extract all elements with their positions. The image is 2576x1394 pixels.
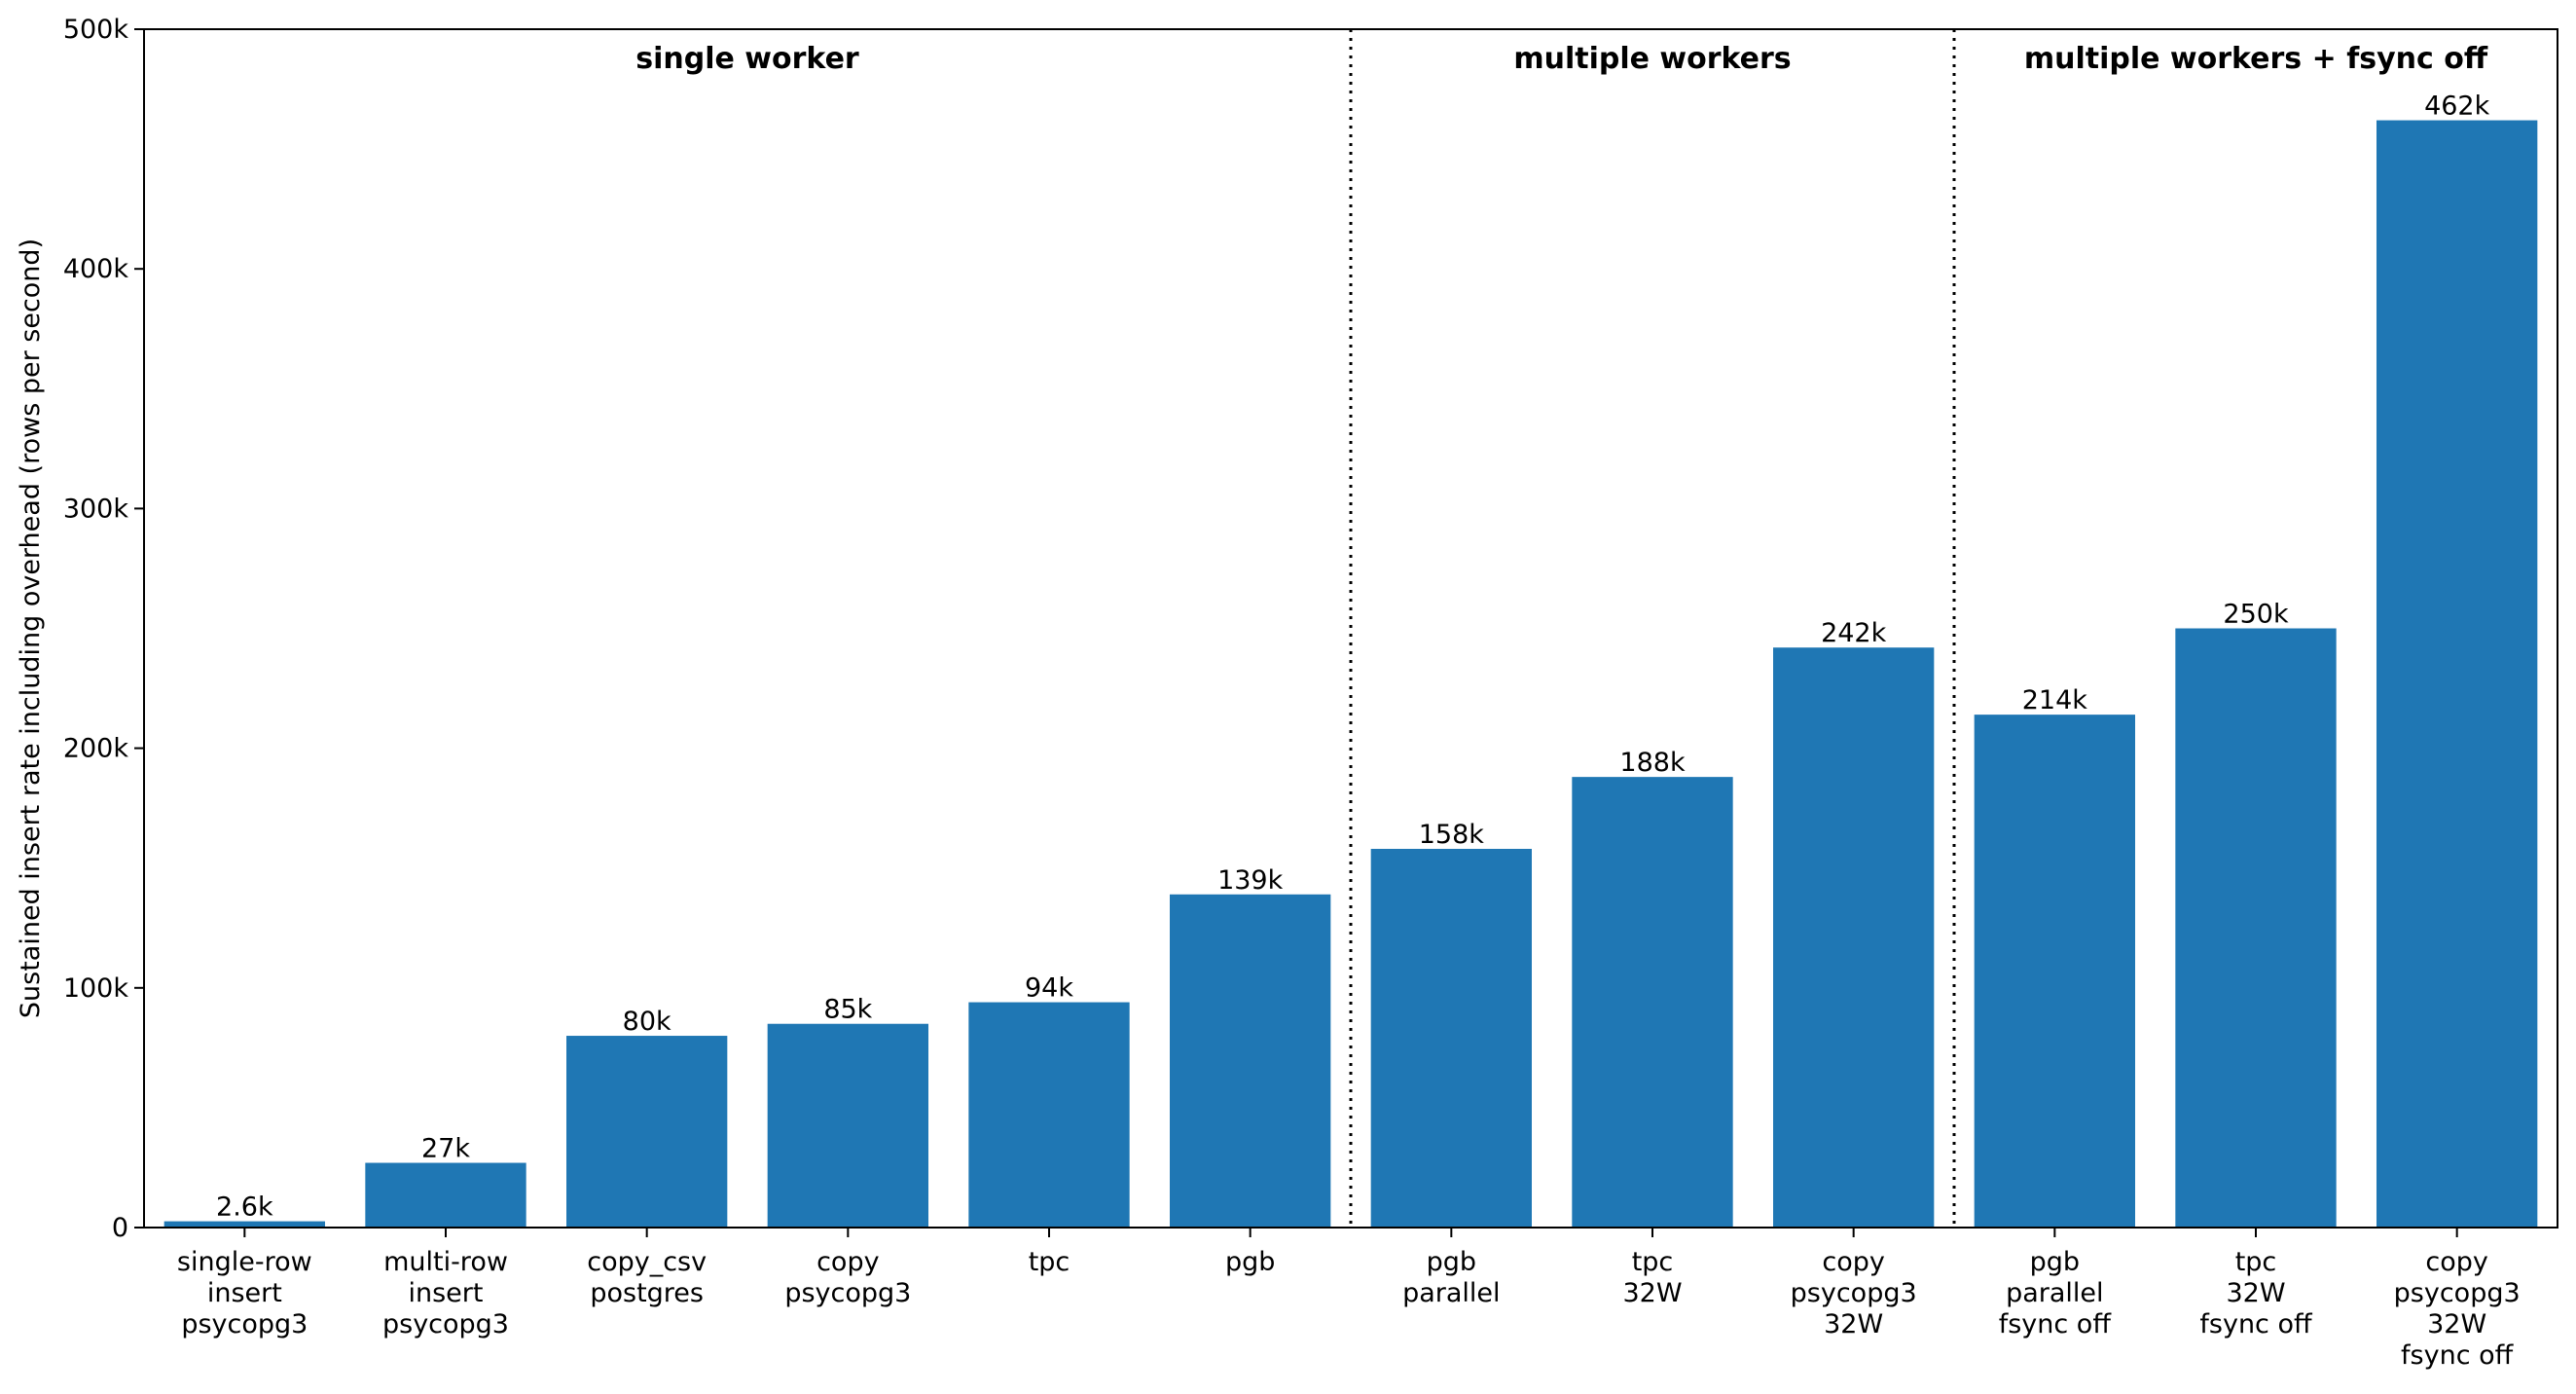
x-tick-label-6: pgb parallel — [1402, 1247, 1500, 1308]
x-tick-label-1: multi-row insert psycopg3 — [382, 1247, 509, 1339]
value-label-10: 250k — [2223, 600, 2289, 630]
y-tick-label-0: 0 — [112, 1213, 128, 1243]
group-label-2: multiple workers + fsync off — [2024, 42, 2488, 76]
y-tick-label-2: 200k — [63, 734, 129, 764]
x-tick-label-0: single-row insert psycopg3 — [177, 1247, 312, 1339]
y-tick-label-4: 400k — [63, 254, 129, 284]
bar-5 — [1170, 894, 1331, 1228]
value-label-2: 80k — [623, 1007, 671, 1037]
value-label-9: 214k — [2022, 685, 2088, 715]
x-tick-label-8: copy psycopg3 32W — [1791, 1247, 1917, 1339]
bar-11 — [2376, 120, 2538, 1228]
labels-layer: 2.6k 27k 80k 85k 94k 139k 158k 188k 242k 214k 250k… — [16, 15, 2521, 1371]
bar-0 — [163, 1221, 325, 1228]
group-label-1: multiple workers — [1513, 42, 1791, 76]
bars-layer — [163, 120, 2538, 1228]
y-axis-label: Sustained insert rate including overhead… — [16, 238, 46, 1018]
bar-7 — [1572, 777, 1733, 1228]
bar-8 — [1773, 647, 1935, 1228]
bar-6 — [1370, 849, 1532, 1228]
x-tick-label-9: pgb parallel fsync off — [1999, 1247, 2113, 1339]
x-tick-label-7: tpc 32W — [1622, 1247, 1682, 1308]
bar-1 — [365, 1162, 526, 1228]
bar-4 — [968, 1002, 1130, 1228]
bar-9 — [1974, 715, 2135, 1228]
x-tick-label-2: copy_csv postgres — [587, 1247, 707, 1308]
x-tick-label-11: copy psycopg3 32W fsync off — [2394, 1247, 2521, 1371]
value-label-5: 139k — [1217, 865, 1284, 896]
x-tick-label-3: copy psycopg3 — [784, 1247, 911, 1308]
value-label-1: 27k — [421, 1134, 470, 1164]
plot-frame — [143, 28, 2558, 1229]
value-label-0: 2.6k — [216, 1192, 273, 1223]
x-tick-label-10: tpc 32W fsync off — [2199, 1247, 2313, 1339]
bar-3 — [767, 1023, 928, 1228]
x-tick-label-5: pgb — [1225, 1247, 1275, 1277]
value-label-4: 94k — [1025, 973, 1073, 1004]
value-label-8: 242k — [1821, 618, 1887, 648]
value-label-7: 188k — [1619, 748, 1686, 778]
y-tick-label-5: 500k — [63, 15, 129, 45]
bar-10 — [2175, 628, 2337, 1228]
value-label-3: 85k — [823, 995, 872, 1025]
value-label-6: 158k — [1419, 820, 1485, 850]
x-tick-label-4: tpc — [1029, 1247, 1070, 1277]
value-label-11: 462k — [2424, 92, 2490, 122]
axes-layer — [134, 28, 2558, 1237]
group-label-0: single worker — [635, 42, 859, 76]
y-tick-label-3: 300k — [63, 494, 129, 524]
bar-2 — [566, 1036, 728, 1228]
y-tick-label-1: 100k — [63, 973, 129, 1004]
